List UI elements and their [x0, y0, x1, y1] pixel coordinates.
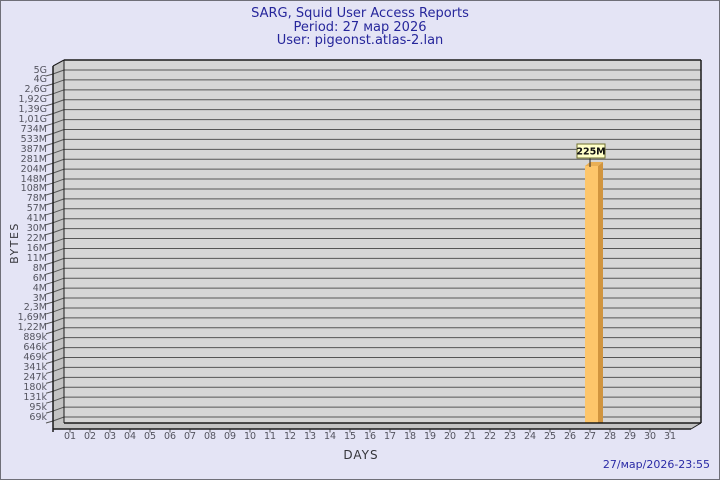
bar-front-face — [585, 166, 598, 423]
panel-topleft-slant-edge — [52, 59, 65, 67]
report-timestamp: 27/мар/2026-23:55 — [602, 458, 710, 471]
left-wall-3d — [53, 60, 64, 429]
plot-panel — [64, 60, 701, 423]
bar-value-label: 225M — [576, 147, 605, 158]
report-title: SARG, Squid User Access Reports — [251, 6, 469, 21]
report-user: User: pigeonst.atlas-2.lan — [276, 33, 444, 48]
x-axis-right-slant-edge — [690, 422, 702, 430]
bar-value-label-box — [576, 143, 606, 159]
title-block: SARG, Squid User Access Reports Period: … — [1, 7, 719, 48]
report-period: Period: 27 мар 2026 — [293, 19, 427, 35]
bar-side-face — [598, 162, 603, 423]
bottom-wall-3d — [53, 423, 701, 429]
x-axis-title: DAYS — [343, 448, 379, 462]
y-axis-title: BYTES — [8, 222, 21, 264]
